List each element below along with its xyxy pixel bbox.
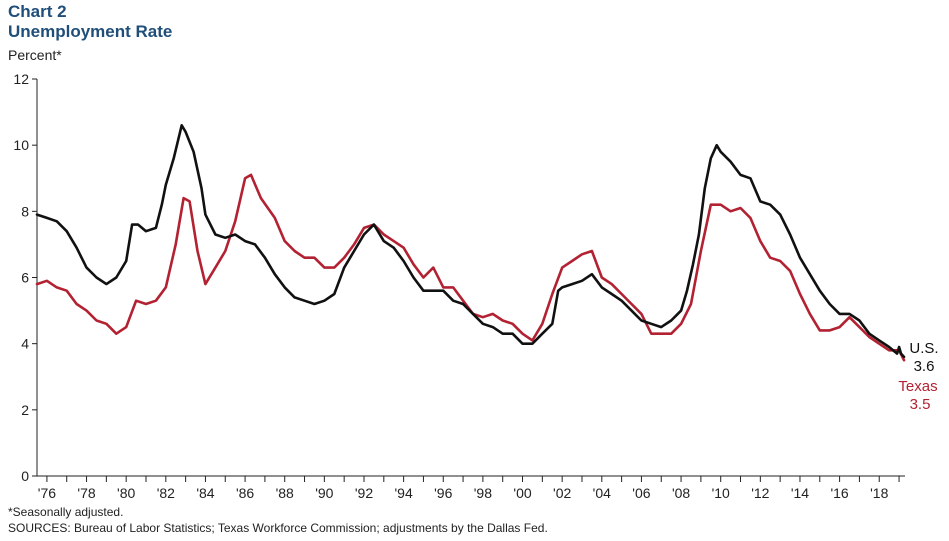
x-tick-label: '80 [117, 485, 135, 501]
x-tick-label: '02 [553, 485, 571, 501]
x-tick-label: '98 [474, 485, 492, 501]
x-tick-label: '08 [672, 485, 690, 501]
y-tick-label: 12 [13, 71, 29, 87]
chart-title: Unemployment Rate [8, 22, 173, 41]
x-tick-label: '16 [830, 485, 848, 501]
y-tick-label: 8 [21, 203, 29, 219]
y-tick-label: 4 [21, 336, 29, 352]
texas-end-value-label: 3.5 [910, 396, 931, 413]
x-tick-label: '78 [77, 485, 95, 501]
y-tick-label: 6 [21, 270, 29, 286]
y-tick-label: 2 [21, 402, 29, 418]
y-tick-label: 10 [13, 137, 29, 153]
x-tick-label: '00 [513, 485, 531, 501]
x-tick-label: '84 [196, 485, 214, 501]
x-tick-label: '10 [712, 485, 730, 501]
x-tick-label: '90 [315, 485, 333, 501]
sources-note: SOURCES: Bureau of Labor Statistics; Tex… [8, 521, 548, 535]
x-tick-label: '04 [593, 485, 611, 501]
series-line-us [35, 124, 906, 359]
x-tick-label: '76 [38, 485, 56, 501]
x-tick-label: '92 [355, 485, 373, 501]
x-tick-label: '14 [791, 485, 809, 501]
x-tick-label: '94 [394, 485, 412, 501]
x-tick-label: '06 [632, 485, 650, 501]
x-tick-label: '12 [751, 485, 769, 501]
texas-series-label: Texas [898, 378, 937, 395]
x-tick-label: '88 [276, 485, 294, 501]
us-series-label: U.S. [909, 340, 938, 357]
chart-series [35, 124, 906, 362]
x-tick-label: '82 [157, 485, 175, 501]
us-end-value-label: 3.6 [914, 358, 935, 375]
x-tick-label: '86 [236, 485, 254, 501]
chart-axes: 0 2 4 6 8 10 12 '76 '78 '80 '82 '84 '86 '88 '90 '92 '94 '… [13, 71, 905, 501]
y-tick-label: 0 [21, 468, 29, 484]
y-axis-unit-label: Percent* [8, 47, 62, 63]
x-tick-label: '18 [870, 485, 888, 501]
chart-label: Chart 2 [8, 2, 67, 21]
x-tick-label: '96 [434, 485, 452, 501]
footnote: *Seasonally adjusted. [8, 505, 124, 519]
series-line-texas [35, 173, 906, 362]
